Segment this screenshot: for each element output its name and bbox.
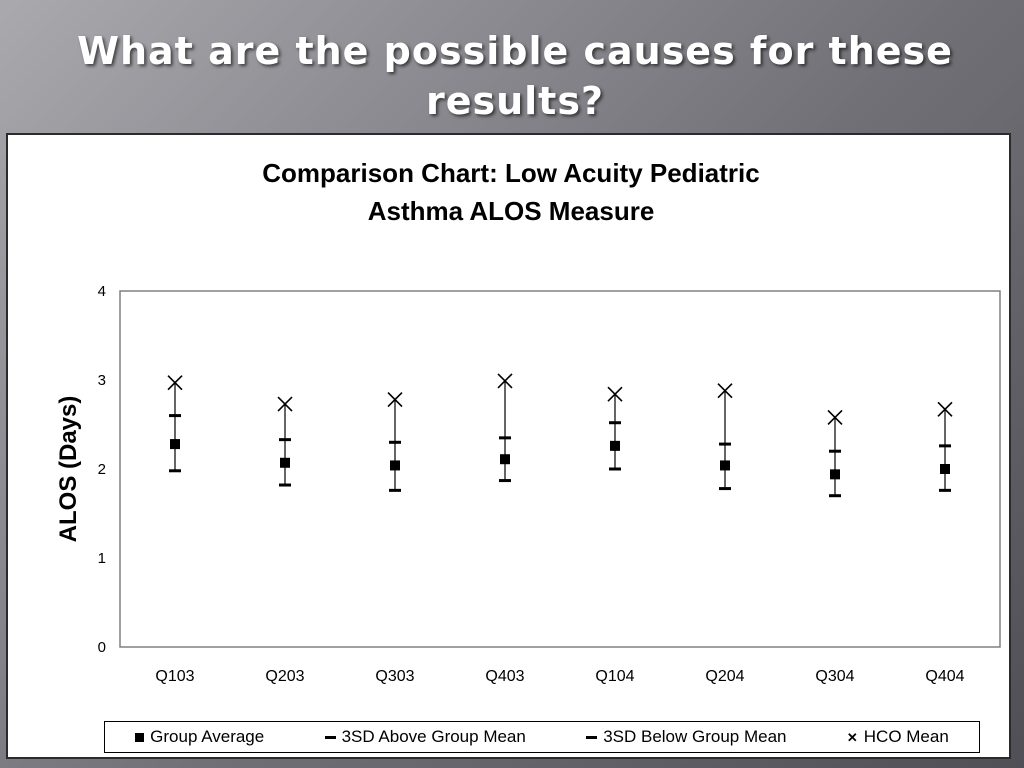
hco-x-stroke (497, 373, 513, 389)
legend: Group Average 3SD Above Group Mean 3SD B… (104, 721, 980, 753)
legend-label-3sd-below: 3SD Below Group Mean (603, 727, 787, 746)
hco-mean-point (717, 383, 733, 399)
y-tick-label: 4 (98, 283, 106, 300)
chart-title-line-2: Asthma ALOS Measure (368, 196, 655, 226)
y-tick-label: 0 (98, 639, 106, 656)
x-tick-label: Q204 (705, 668, 744, 685)
group-average-point (610, 440, 620, 451)
x-tick-label: Q303 (375, 668, 414, 685)
legend-item-group-average: Group Average (135, 727, 264, 747)
x-marker-icon: ✕ (846, 729, 858, 745)
group-average-point (170, 439, 180, 450)
hco-x-stroke (717, 383, 733, 399)
x-tick-label: Q103 (155, 668, 194, 685)
group-average-point (830, 469, 840, 480)
hco-mean-point (167, 375, 183, 391)
legend-label-hco-mean: HCO Mean (863, 727, 949, 746)
group-average-point (500, 454, 510, 465)
group-average-point (940, 464, 950, 474)
hco-mean-point (607, 386, 623, 402)
legend-label-3sd-above: 3SD Above Group Mean (341, 727, 526, 746)
x-tick-label: Q304 (815, 668, 854, 685)
hco-x-stroke (167, 375, 183, 391)
legend-item-3sd-above: 3SD Above Group Mean (324, 727, 526, 747)
hco-mean-point (827, 409, 843, 425)
x-tick-label: Q403 (485, 668, 524, 685)
y-axis-label: ALOS (Days) (55, 396, 82, 543)
hco-x-stroke (937, 401, 953, 417)
hco-mean-point (277, 396, 293, 412)
hco-mean-point (497, 373, 513, 389)
hco-x-stroke (387, 392, 403, 408)
y-tick-label: 2 (98, 461, 106, 478)
hco-x-stroke (827, 409, 843, 425)
group-average-point (720, 460, 730, 471)
legend-item-hco-mean: ✕ HCO Mean (847, 727, 949, 747)
hco-x-stroke (277, 396, 293, 412)
x-tick-label: Q104 (595, 668, 634, 685)
hco-mean-point (937, 401, 953, 417)
legend-item-3sd-below: 3SD Below Group Mean (586, 727, 787, 747)
dash-marker-icon (586, 735, 598, 739)
slide-title: What are the possible causes for these r… (77, 29, 953, 123)
legend-label-group-average: Group Average (150, 727, 265, 746)
hco-mean-point (387, 392, 403, 408)
data-marks (167, 373, 953, 498)
square-marker-icon (135, 732, 145, 742)
chart-frame: Comparison Chart: Low Acuity Pediatric A… (6, 133, 1011, 759)
group-average-point (390, 460, 400, 471)
plot-area (119, 290, 1001, 648)
chart-svg: Comparison Chart: Low Acuity Pediatric A… (55, 158, 1001, 685)
y-tick-label: 3 (98, 372, 106, 389)
hco-x-stroke (607, 386, 623, 402)
y-tick-labels: 0 1 2 3 4 (98, 283, 106, 656)
x-tick-labels: Q103 Q203 Q303 Q403 Q104 Q204 Q304 Q404 (155, 668, 964, 685)
group-average-point (280, 457, 290, 468)
x-tick-label: Q404 (925, 668, 964, 685)
x-tick-label: Q203 (265, 668, 304, 685)
y-tick-label: 1 (98, 550, 106, 567)
dash-marker-icon (324, 735, 336, 739)
chart-title-line-1: Comparison Chart: Low Acuity Pediatric (262, 158, 759, 188)
